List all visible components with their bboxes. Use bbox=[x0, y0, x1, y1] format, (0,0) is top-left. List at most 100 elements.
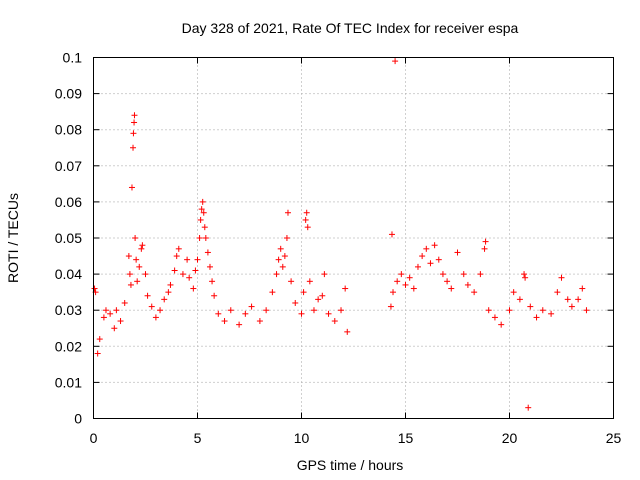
data-point bbox=[199, 198, 206, 205]
data-point bbox=[134, 278, 141, 285]
data-point bbox=[275, 256, 282, 263]
data-point bbox=[471, 289, 478, 296]
data-point bbox=[194, 256, 201, 263]
data-point bbox=[516, 296, 523, 303]
data-point bbox=[564, 296, 571, 303]
data-point bbox=[427, 260, 434, 267]
data-point bbox=[491, 314, 498, 321]
data-point bbox=[91, 285, 98, 292]
data-point bbox=[482, 238, 489, 245]
data-point bbox=[398, 271, 405, 278]
data-point bbox=[410, 285, 417, 292]
data-point bbox=[527, 303, 534, 310]
data-point bbox=[102, 307, 109, 314]
data-point bbox=[152, 314, 159, 321]
data-point bbox=[204, 249, 211, 256]
data-point bbox=[113, 307, 120, 314]
data-point bbox=[288, 278, 295, 285]
data-point bbox=[481, 245, 488, 252]
data-point bbox=[284, 209, 291, 216]
y-tick-label: 0.05 bbox=[55, 230, 82, 246]
data-point bbox=[175, 245, 182, 252]
data-point bbox=[298, 310, 305, 317]
data-point bbox=[107, 310, 114, 317]
data-point bbox=[136, 263, 143, 270]
y-tick-label: 0.01 bbox=[55, 374, 82, 390]
data-point bbox=[125, 253, 132, 260]
data-point bbox=[392, 58, 399, 65]
data-point bbox=[414, 263, 421, 270]
chart-title: Day 328 of 2021, Rate Of TEC Index for r… bbox=[182, 20, 519, 36]
data-point bbox=[315, 296, 322, 303]
y-axis-label: ROTI / TECUs bbox=[5, 193, 21, 283]
data-point bbox=[321, 271, 328, 278]
data-point bbox=[198, 206, 205, 213]
data-point bbox=[227, 307, 234, 314]
data-point bbox=[510, 289, 517, 296]
data-point bbox=[127, 281, 134, 288]
data-point bbox=[394, 278, 401, 285]
data-point bbox=[406, 274, 413, 281]
data-point bbox=[460, 271, 467, 278]
data-point bbox=[100, 314, 107, 321]
data-point bbox=[256, 318, 263, 325]
data-point bbox=[319, 292, 326, 299]
data-point bbox=[126, 271, 133, 278]
y-tick-labels: 0 0.01 0.02 0.03 0.04 0.05 0.06 0.07 0.08 0.09 0.1 bbox=[55, 50, 82, 427]
data-point bbox=[342, 285, 349, 292]
data-point bbox=[539, 307, 546, 314]
data-point bbox=[331, 318, 338, 325]
y-tick-label: 0.03 bbox=[55, 302, 82, 318]
data-point bbox=[583, 307, 590, 314]
data-point bbox=[148, 303, 155, 310]
data-point bbox=[303, 209, 310, 216]
data-point bbox=[201, 224, 208, 231]
x-tick-label: 5 bbox=[194, 430, 202, 446]
data-point bbox=[215, 310, 222, 317]
data-point bbox=[200, 209, 207, 216]
x-tick-label: 10 bbox=[294, 430, 310, 446]
data-point bbox=[344, 328, 351, 335]
data-point bbox=[485, 307, 492, 314]
data-point bbox=[306, 278, 313, 285]
data-point bbox=[568, 303, 575, 310]
data-point bbox=[277, 245, 284, 252]
data-point bbox=[167, 281, 174, 288]
data-point bbox=[133, 256, 140, 263]
data-point bbox=[190, 285, 197, 292]
tick-marks bbox=[93, 57, 614, 419]
data-point bbox=[139, 242, 146, 249]
data-point bbox=[206, 263, 213, 270]
data-point bbox=[142, 271, 149, 278]
data-point bbox=[439, 271, 446, 278]
y-tick-label: 0.04 bbox=[55, 266, 82, 282]
data-point bbox=[522, 274, 529, 281]
data-point bbox=[197, 216, 204, 223]
data-point bbox=[165, 289, 172, 296]
data-point bbox=[579, 285, 586, 292]
data-point bbox=[423, 245, 430, 252]
data-point bbox=[184, 256, 191, 263]
data-point bbox=[304, 224, 311, 231]
data-point bbox=[138, 245, 145, 252]
data-point bbox=[477, 271, 484, 278]
data-point bbox=[209, 278, 216, 285]
data-point bbox=[310, 307, 317, 314]
data-point bbox=[558, 274, 565, 281]
data-point bbox=[444, 278, 451, 285]
data-point bbox=[300, 289, 307, 296]
data-point bbox=[161, 296, 168, 303]
data-point bbox=[454, 249, 461, 256]
data-points bbox=[91, 58, 590, 411]
data-point bbox=[387, 303, 394, 310]
data-point bbox=[325, 310, 332, 317]
x-tick-labels: 0 5 10 15 20 25 bbox=[90, 430, 622, 446]
data-point bbox=[525, 404, 532, 411]
data-point bbox=[302, 216, 309, 223]
data-point bbox=[196, 235, 203, 241]
data-point bbox=[96, 336, 103, 343]
y-tick-label: 0.1 bbox=[63, 50, 83, 66]
x-tick-label: 0 bbox=[90, 430, 98, 446]
data-point bbox=[533, 314, 540, 321]
